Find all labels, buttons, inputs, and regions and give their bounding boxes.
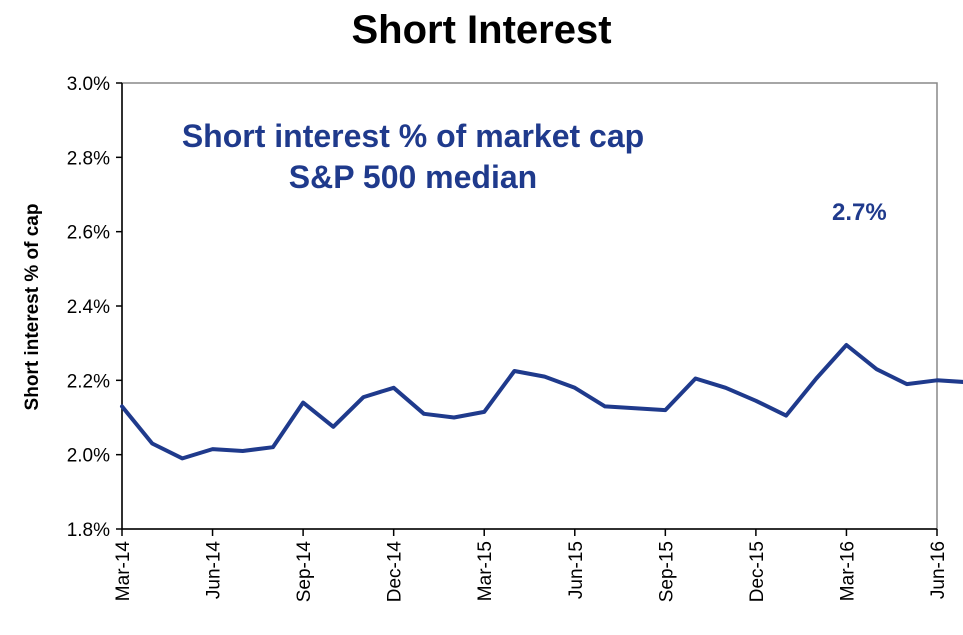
- y-tick-label: 2.0%: [67, 446, 110, 467]
- y-tick-label: 2.8%: [67, 148, 110, 169]
- x-tick-label: Mar-14: [113, 541, 134, 602]
- x-tick-label: Mar-15: [475, 541, 496, 601]
- end-value-label: 2.7%: [832, 199, 887, 226]
- series-line: [120, 343, 963, 461]
- y-tick-label: 2.2%: [67, 371, 110, 392]
- x-tick-label: Sep-15: [656, 541, 677, 602]
- x-tick-label: Sep-14: [294, 541, 315, 603]
- x-tick-label: Dec-15: [747, 541, 768, 602]
- y-tick-label: 1.8%: [67, 520, 110, 541]
- annotation-line-2: S&P 500 median: [289, 159, 537, 195]
- x-tick-label: Mar-16: [837, 541, 858, 601]
- y-tick-label: 2.4%: [67, 297, 110, 318]
- annotation-line-1: Short interest % of market cap: [182, 118, 644, 154]
- x-tick-label: Jun-14: [204, 541, 225, 600]
- x-tick-label: Dec-14: [385, 541, 406, 603]
- y-tick-label: 2.6%: [67, 223, 110, 244]
- x-tick-label: Jun-15: [566, 541, 587, 599]
- y-tick-label: 3.0%: [67, 74, 110, 95]
- y-axis-label: Short interest % of cap: [22, 204, 43, 411]
- chart-title: Short Interest: [351, 8, 612, 52]
- x-tick-label: Jun-16: [928, 541, 949, 599]
